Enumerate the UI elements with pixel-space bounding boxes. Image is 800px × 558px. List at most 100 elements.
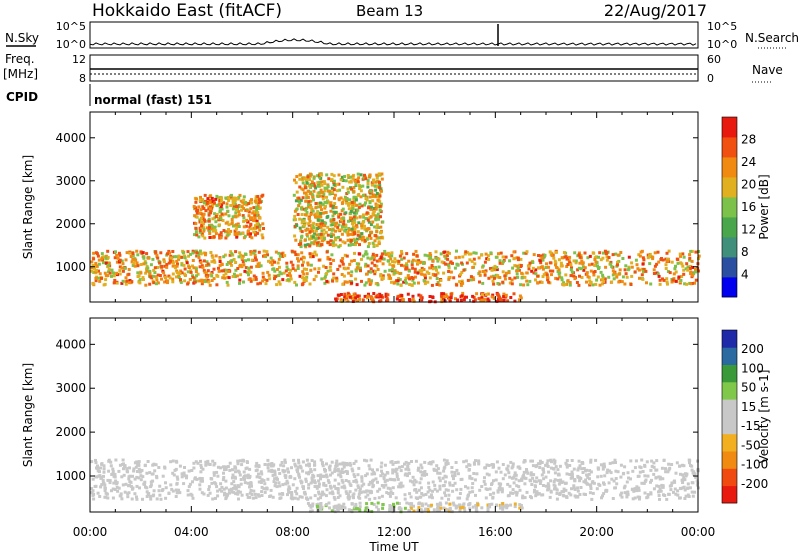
heatmap-cell bbox=[659, 489, 663, 493]
heatmap-cell bbox=[585, 271, 589, 275]
heatmap-feature-1 bbox=[334, 291, 523, 304]
heatmap-cell bbox=[203, 236, 207, 240]
heatmap-cell bbox=[252, 489, 256, 493]
heatmap-cell bbox=[427, 504, 431, 508]
heatmap-cell bbox=[614, 461, 617, 464]
heatmap-cell bbox=[175, 491, 179, 494]
heatmap-cell bbox=[430, 493, 433, 497]
heatmap-cell bbox=[249, 207, 253, 211]
heatmap-cell bbox=[443, 465, 447, 469]
heatmap-cell bbox=[366, 218, 370, 222]
heatmap-cell bbox=[320, 180, 324, 184]
heatmap-cell bbox=[682, 268, 686, 272]
heatmap-cell bbox=[537, 492, 541, 496]
heatmap-cell bbox=[265, 250, 269, 254]
colorbar-segment bbox=[722, 399, 737, 417]
heatmap-cell bbox=[295, 283, 298, 287]
heatmap-cell bbox=[485, 257, 489, 261]
heatmap-cell bbox=[507, 271, 511, 275]
heatmap-cell bbox=[314, 274, 318, 278]
heatmap-cell bbox=[483, 273, 487, 277]
heatmap-cell bbox=[408, 277, 412, 281]
heatmap-cell bbox=[436, 471, 440, 475]
heatmap-cell bbox=[262, 479, 266, 483]
heatmap-cell bbox=[554, 465, 558, 469]
heatmap-cell bbox=[365, 459, 369, 463]
heatmap-cell bbox=[379, 189, 383, 193]
heatmap-cell bbox=[658, 497, 661, 501]
heatmap-cell bbox=[233, 229, 237, 233]
heatmap-cell bbox=[110, 268, 114, 272]
heatmap-cell bbox=[681, 264, 685, 268]
heatmap-cell bbox=[306, 227, 310, 231]
heatmap-cell bbox=[501, 280, 505, 284]
heatmap-cell bbox=[613, 486, 617, 490]
heatmap-cell bbox=[362, 482, 366, 486]
heatmap-cell bbox=[364, 175, 368, 179]
heatmap-cell bbox=[549, 479, 553, 483]
heatmap-cell bbox=[352, 225, 355, 229]
heatmap-cell bbox=[343, 241, 347, 245]
heatmap-cell bbox=[130, 497, 134, 501]
heatmap-cell bbox=[116, 489, 120, 493]
heatmap-cell bbox=[318, 194, 322, 198]
heatmap-cell bbox=[355, 225, 359, 229]
heatmap-cell bbox=[364, 250, 368, 254]
heatmap-cell bbox=[541, 275, 545, 279]
heatmap-cell bbox=[206, 201, 209, 205]
heatmap-cell bbox=[305, 210, 309, 214]
heatmap-cell bbox=[516, 266, 520, 270]
heatmap-cell bbox=[353, 298, 357, 301]
heatmap-cell bbox=[688, 253, 692, 257]
heatmap-cell bbox=[456, 472, 460, 476]
heatmap-cell bbox=[128, 480, 132, 484]
heatmap-cell bbox=[401, 298, 405, 302]
heatmap-cell bbox=[623, 491, 627, 495]
heatmap-cell bbox=[284, 474, 288, 478]
y-tick-label: 4000 bbox=[55, 131, 86, 145]
heatmap-cell bbox=[103, 489, 107, 492]
heatmap-cell bbox=[555, 497, 559, 501]
heatmap-cell bbox=[240, 205, 244, 209]
heatmap-cell bbox=[211, 459, 215, 463]
heatmap-cell bbox=[332, 179, 336, 183]
heatmap-cell bbox=[332, 484, 336, 488]
heatmap-cell bbox=[491, 293, 495, 297]
heatmap-cell bbox=[674, 471, 678, 475]
heatmap-cell bbox=[229, 204, 233, 207]
heatmap-cell bbox=[694, 270, 698, 274]
heatmap-feature-2 bbox=[192, 193, 265, 240]
heatmap-cell bbox=[684, 267, 688, 271]
heatmap-cell bbox=[191, 251, 195, 255]
heatmap-cell bbox=[97, 474, 101, 478]
heatmap-cell bbox=[387, 276, 391, 280]
heatmap-cell bbox=[320, 183, 324, 187]
heatmap-cell bbox=[311, 235, 315, 239]
heatmap-cell bbox=[143, 480, 147, 484]
heatmap-cell bbox=[354, 296, 358, 300]
heatmap-cell bbox=[383, 249, 387, 253]
heatmap-cell bbox=[436, 259, 440, 263]
heatmap-cell bbox=[674, 492, 678, 496]
heatmap-cell bbox=[415, 490, 419, 494]
heatmap-cell bbox=[141, 276, 145, 280]
heatmap-cell bbox=[534, 485, 537, 489]
freq-label-2: [MHz] bbox=[3, 67, 38, 81]
heatmap-cell bbox=[482, 480, 486, 483]
heatmap-cell bbox=[350, 467, 354, 471]
heatmap-cell bbox=[337, 182, 341, 186]
heatmap-cell bbox=[198, 199, 202, 203]
heatmap-cell bbox=[293, 477, 297, 481]
heatmap-cell bbox=[407, 461, 411, 465]
heatmap-cell bbox=[529, 471, 533, 475]
heatmap-cell bbox=[218, 260, 222, 263]
heatmap-cell bbox=[508, 259, 512, 263]
heatmap-cell bbox=[546, 278, 550, 282]
heatmap-cell bbox=[206, 493, 210, 497]
heatmap-cell bbox=[232, 224, 235, 228]
heatmap-cell bbox=[373, 270, 377, 273]
heatmap-cell bbox=[681, 473, 684, 477]
heatmap-cell bbox=[143, 482, 146, 486]
heatmap-cell bbox=[200, 220, 203, 224]
heatmap-cell bbox=[434, 265, 438, 269]
